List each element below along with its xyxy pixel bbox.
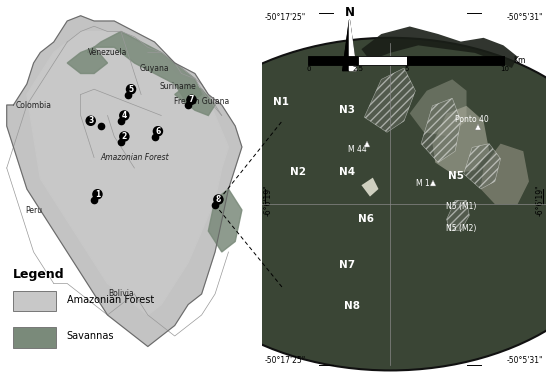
- Text: 7: 7: [189, 95, 194, 104]
- Polygon shape: [480, 144, 529, 204]
- Polygon shape: [410, 79, 466, 136]
- Text: 2.5: 2.5: [352, 66, 363, 72]
- Polygon shape: [447, 200, 470, 231]
- Text: Suriname: Suriname: [159, 82, 197, 91]
- Text: -6°6'19": -6°6'19": [264, 184, 272, 216]
- Text: -50°17'25": -50°17'25": [265, 13, 306, 22]
- Text: M 1: M 1: [416, 179, 430, 188]
- Text: N1: N1: [273, 97, 289, 107]
- Polygon shape: [464, 144, 501, 189]
- Text: 10: 10: [501, 66, 509, 72]
- Text: Venezuela: Venezuela: [88, 48, 127, 57]
- Text: -50°17'25": -50°17'25": [265, 356, 306, 365]
- Text: N6: N6: [358, 214, 374, 224]
- Text: Amazonian Forest: Amazonian Forest: [67, 295, 154, 305]
- Text: French Guiana: French Guiana: [174, 98, 229, 106]
- Text: -6°6'19": -6°6'19": [536, 184, 544, 216]
- Text: 2: 2: [122, 132, 127, 141]
- Text: N5: N5: [448, 171, 464, 181]
- Bar: [358, 56, 407, 65]
- Text: Guyana: Guyana: [140, 64, 169, 73]
- Polygon shape: [364, 68, 416, 132]
- Bar: [13, 327, 56, 348]
- Text: 3: 3: [88, 116, 93, 125]
- Ellipse shape: [150, 38, 546, 370]
- Text: Savannas: Savannas: [67, 332, 114, 341]
- Text: M 44: M 44: [348, 145, 367, 154]
- Text: 6: 6: [155, 127, 161, 136]
- Polygon shape: [432, 106, 489, 174]
- Text: Legend: Legend: [13, 268, 65, 281]
- Text: Km: Km: [513, 56, 525, 65]
- Polygon shape: [27, 31, 228, 315]
- Text: N: N: [345, 6, 354, 19]
- Polygon shape: [67, 47, 108, 73]
- Polygon shape: [343, 20, 356, 71]
- Text: Ponto 40: Ponto 40: [455, 115, 489, 124]
- Text: Bolivia: Bolivia: [108, 290, 134, 299]
- Text: 5: 5: [128, 85, 134, 94]
- Polygon shape: [209, 189, 242, 252]
- Text: N4: N4: [339, 167, 355, 177]
- Text: Colombia: Colombia: [16, 101, 52, 110]
- Polygon shape: [175, 84, 215, 116]
- Text: 0: 0: [306, 66, 311, 72]
- Text: 4: 4: [122, 111, 127, 120]
- Bar: [308, 56, 358, 65]
- Text: Amazonian Forest: Amazonian Forest: [100, 153, 169, 162]
- Bar: [13, 291, 56, 311]
- Polygon shape: [87, 31, 201, 105]
- Text: 8: 8: [216, 195, 221, 204]
- Text: N2: N2: [289, 167, 306, 177]
- Text: N8: N8: [344, 301, 360, 311]
- Text: -50°5'31": -50°5'31": [507, 13, 543, 22]
- Text: 5: 5: [405, 66, 409, 72]
- Polygon shape: [361, 26, 518, 68]
- Text: -50°5'31": -50°5'31": [507, 356, 543, 365]
- Polygon shape: [421, 98, 461, 163]
- Text: 1: 1: [95, 190, 100, 199]
- Text: N5 (M1): N5 (M1): [446, 201, 477, 211]
- Bar: [407, 56, 505, 65]
- Text: N3: N3: [339, 105, 355, 115]
- Polygon shape: [361, 178, 378, 197]
- Polygon shape: [7, 16, 242, 347]
- Text: N5 (M2): N5 (M2): [446, 224, 477, 233]
- Text: Peru: Peru: [25, 206, 42, 214]
- Text: N7: N7: [339, 260, 355, 270]
- Polygon shape: [349, 20, 356, 71]
